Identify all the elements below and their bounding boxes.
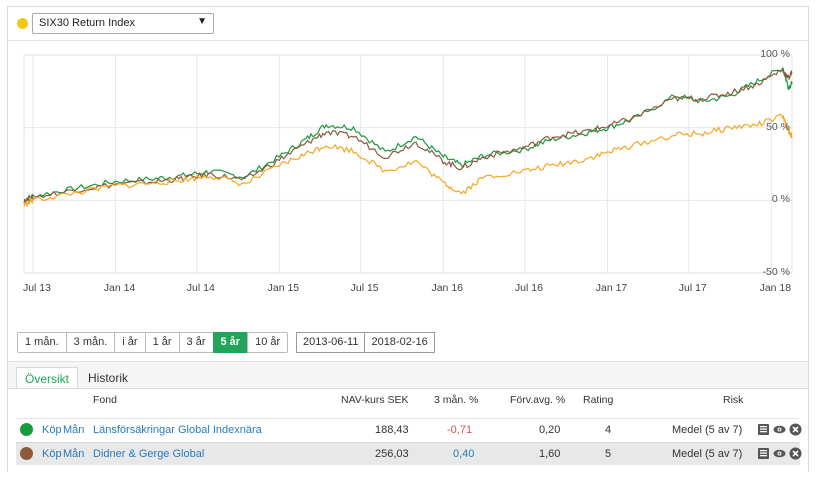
index-color-dot (17, 18, 28, 29)
y-tick-label: -50 % (762, 266, 790, 278)
period-button[interactable]: 1 år (144, 332, 180, 353)
x-tick-label: Jul 16 (514, 282, 543, 294)
period-button[interactable]: 3 år (178, 332, 214, 353)
factsheet-icon[interactable] (757, 447, 770, 460)
y-tick-label: 100 % (760, 48, 790, 60)
header-rating: Rating (583, 394, 614, 406)
x-tick-label: Jan 14 (103, 282, 136, 294)
three-months-value: 0,40 (453, 448, 475, 460)
date-from-field[interactable]: 2013-06-11 (296, 332, 366, 353)
fee-value: 0,20 (539, 424, 561, 436)
period-selector: 1 mån. 3 mån. i år 1 år 3 år 5 år 10 år (17, 332, 289, 353)
y-tick-label: 0 % (771, 193, 790, 206)
table-row: Köp Mån Länsförsäkringar Global Indexnär… (16, 418, 802, 441)
period-button[interactable]: 1 mån. (17, 332, 67, 353)
header-nav: NAV-kurs SEK (341, 394, 409, 406)
risk-value: Medel (5 av 7) (672, 424, 743, 436)
x-tick-label: Jul 14 (186, 282, 215, 294)
rating-value: 5 (605, 448, 612, 460)
tab-overview[interactable]: Översikt (16, 367, 79, 389)
performance-chart: Jul 13 Jan 14 Jul 14 Jan 15 Jul 15 Jan 16 Jul … (8, 41, 808, 321)
header-risk: Risk (723, 394, 744, 406)
fund-table: Fond NAV-kurs SEK 3 mån. % Förv.avg. % R… (8, 388, 808, 474)
monthly-savings-link[interactable]: Mån (63, 448, 85, 460)
x-tick-label: Jul 15 (350, 282, 379, 294)
chart-canvas (23, 54, 793, 274)
series-color-swatch (20, 423, 33, 436)
header-fee: Förv.avg. % (510, 394, 566, 406)
series-line (23, 113, 793, 208)
x-tick-label: Jul 17 (678, 282, 707, 294)
eye-icon[interactable] (773, 447, 786, 460)
nav-value: 188,43 (375, 424, 409, 436)
period-button[interactable]: 3 mån. (65, 332, 116, 353)
remove-icon[interactable] (789, 423, 802, 436)
nav-value: 256,03 (375, 448, 409, 460)
period-button[interactable]: 10 år (247, 332, 289, 353)
x-tick-label: Jan 16 (431, 282, 463, 294)
remove-icon[interactable] (789, 447, 802, 460)
index-dropdown[interactable]: SIX30 Return Index ▼ (32, 13, 214, 34)
period-button[interactable]: 5 år (212, 332, 249, 353)
buy-link[interactable]: Köp (42, 424, 62, 436)
x-tick-label: Jul 13 (22, 282, 51, 294)
fund-name-link[interactable]: Didner & Gerge Global (93, 448, 205, 460)
series-line (23, 66, 793, 204)
buy-link[interactable]: Köp (42, 448, 62, 460)
table-row: Köp Mån Didner & Gerge Global 256,03 0,4… (16, 442, 802, 465)
plot-border (23, 54, 793, 274)
three-months-value: -0,71 (447, 424, 473, 436)
fee-value: 1,60 (539, 448, 561, 460)
header-three-months: 3 mån. % (434, 394, 479, 406)
risk-value: Medel (5 av 7) (672, 448, 743, 460)
tab-history[interactable]: Historik (88, 371, 129, 385)
rating-value: 4 (605, 424, 612, 436)
header-fund: Fond (93, 394, 117, 406)
period-button[interactable]: i år (114, 332, 146, 353)
fund-name-link[interactable]: Länsförsäkringar Global Indexnära (93, 424, 262, 436)
index-dropdown-value: SIX30 Return Index (39, 17, 136, 29)
date-to-field[interactable]: 2018-02-16 (364, 332, 435, 353)
eye-icon[interactable] (773, 423, 786, 436)
x-tick-label: Jan 17 (595, 282, 628, 294)
series-line (23, 67, 793, 204)
date-range: 2013-06-11 2018-02-16 (296, 332, 435, 353)
factsheet-icon[interactable] (757, 423, 770, 436)
x-tick-label: Jan 15 (267, 282, 300, 294)
fund-comparison-widget: SIX30 Return Index ▼ Jul 13 Jan 14 Jul 14 J… (7, 6, 809, 474)
index-selector-bar: SIX30 Return Index ▼ (8, 7, 808, 41)
monthly-savings-link[interactable]: Mån (63, 424, 85, 436)
y-tick-label: 50 % (766, 120, 790, 133)
chevron-down-icon: ▼ (197, 16, 207, 27)
x-tick-label: Jan 18 (759, 282, 792, 294)
tabs-area: Översikt Historik Fond NAV-kurs SEK 3 må… (8, 361, 808, 474)
series-color-swatch (20, 447, 33, 460)
